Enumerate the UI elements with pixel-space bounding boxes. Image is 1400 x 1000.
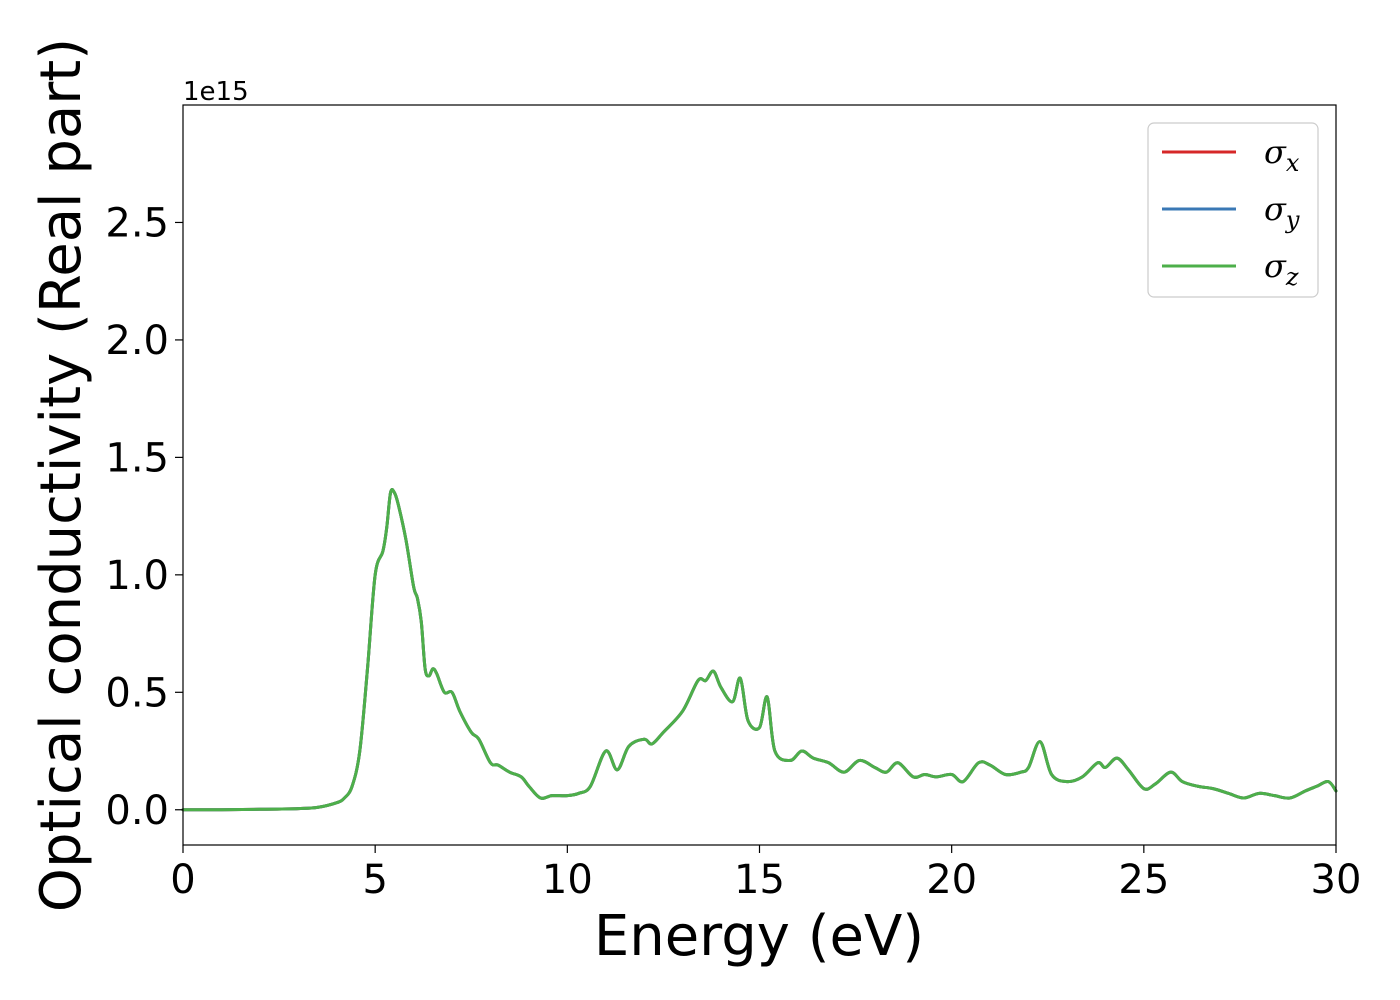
x-tick-label: 10 — [542, 857, 593, 903]
x-tick-label: 15 — [734, 857, 785, 903]
x-tick-label: 0 — [170, 857, 195, 903]
legend-symbol: σ — [1264, 133, 1287, 171]
legend-subscript: z — [1285, 263, 1299, 291]
y-tick-label: 1.0 — [105, 553, 169, 599]
series-layer — [181, 488, 1338, 812]
y-axis-title: Optical conductivity (Real part) — [29, 38, 94, 912]
x-tick-label: 25 — [1118, 857, 1169, 903]
legend-label-x: σx — [1264, 133, 1300, 177]
legend-symbol: σ — [1264, 247, 1287, 285]
y-tick-label: 1.5 — [105, 435, 169, 481]
legend-label-y: σy — [1264, 190, 1300, 234]
legend-subscript: x — [1286, 149, 1300, 177]
series-line-z — [181, 488, 1338, 812]
y-tick-label: 0.5 — [105, 670, 169, 716]
y-axis-ticks: 0.0 0.5 1.0 1.5 2.0 2.5 — [105, 200, 183, 834]
y-tick-label: 2.0 — [105, 318, 169, 364]
legend-subscript: y — [1285, 206, 1300, 234]
x-axis-ticks: 0 5 10 15 20 25 30 — [170, 845, 1361, 903]
legend-label-z: σz — [1264, 247, 1299, 291]
y-tick-label: 2.5 — [105, 200, 169, 246]
legend-symbol: σ — [1264, 190, 1287, 228]
x-tick-label: 30 — [1311, 857, 1362, 903]
x-tick-label: 5 — [362, 857, 387, 903]
x-tick-label: 20 — [926, 857, 977, 903]
y-offset-label: 1e15 — [183, 77, 249, 107]
plot-background — [183, 105, 1336, 845]
y-tick-label: 0.0 — [105, 788, 169, 834]
x-axis-title: Energy (eV) — [594, 904, 924, 969]
